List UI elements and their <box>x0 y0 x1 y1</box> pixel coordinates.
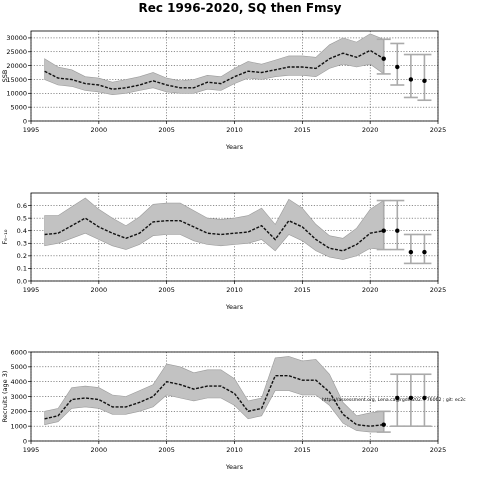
x-tick-label: 2025 <box>430 126 447 134</box>
x-tick-label: 2000 <box>91 126 108 134</box>
forecast-point <box>395 228 400 233</box>
x-tick-label: 1995 <box>23 446 40 454</box>
x-tick-label: 2010 <box>226 446 243 454</box>
y-axis-label: Recruits (age 3) <box>1 371 9 423</box>
confidence-band <box>44 197 384 260</box>
y-tick-label: 15000 <box>6 76 27 84</box>
x-tick-label: 2000 <box>91 446 108 454</box>
y-tick-label: 4000 <box>10 378 27 386</box>
forecast-point <box>395 395 400 401</box>
y-axis-label: SSB <box>1 70 9 83</box>
panel-ssb: 1995 2000 2005 2010 2015 2020 2025 0 5000 10000 15… <box>1 30 447 151</box>
chart-title: Rec 1996-2020, SQ then Fmsy <box>138 1 342 15</box>
y-tick-label: 0.0 <box>17 277 27 285</box>
y-tick-label: 5000 <box>10 363 27 371</box>
y-tick-label: 0.2 <box>17 252 27 260</box>
x-tick-label: 2015 <box>294 446 311 454</box>
median-line <box>44 49 385 90</box>
y-tick-label: 20000 <box>6 62 27 70</box>
x-tick-label: 1995 <box>23 286 40 294</box>
y-tick-label: 0.1 <box>17 265 27 273</box>
last-year-point <box>381 422 386 427</box>
x-tick-label: 2015 <box>294 286 311 294</box>
y-tick-label: 5000 <box>10 103 27 111</box>
last-year-point <box>381 228 386 233</box>
y-tick-label: 25000 <box>6 48 27 56</box>
x-axis-label: Years <box>225 143 244 151</box>
y-tick-label: 0 <box>23 437 27 445</box>
y-tick-label: 30000 <box>6 34 27 42</box>
forecast-point <box>422 395 427 401</box>
forecast-point <box>408 249 414 255</box>
x-tick-label: 2020 <box>362 286 379 294</box>
y-axis-label: F₆₋₁₀ <box>1 229 9 244</box>
x-tick-label: 2010 <box>226 286 243 294</box>
y-tick-label: 0.3 <box>17 240 27 248</box>
x-tick-label: 2015 <box>294 126 311 134</box>
forecast-point <box>422 78 427 84</box>
x-tick-label: 1995 <box>23 126 40 134</box>
x-tick-label: 2025 <box>430 286 447 294</box>
x-axis-label: Years <box>225 303 244 311</box>
y-tick-label: 6000 <box>10 348 27 356</box>
median-line <box>44 375 384 427</box>
x-axis-label: Years <box>225 463 244 471</box>
confidence-band <box>44 33 384 96</box>
forecast-point <box>408 395 414 401</box>
forecast-point <box>422 249 427 255</box>
x-tick-label: 2005 <box>158 286 175 294</box>
y-tick-label: 2000 <box>10 408 27 416</box>
y-tick-label: 0 <box>23 117 27 125</box>
last-year-point <box>381 56 386 61</box>
x-tick-label: 2005 <box>158 126 175 134</box>
source-annotation: https://assessment.org, Lena.ca@rgdm202.… <box>322 397 466 403</box>
x-tick-label: 2020 <box>362 446 379 454</box>
x-tick-label: 2000 <box>91 286 108 294</box>
y-tick-label: 1000 <box>10 422 27 430</box>
x-tick-label: 2010 <box>226 126 243 134</box>
median-line <box>44 217 384 252</box>
x-tick-label: 2005 <box>158 446 175 454</box>
x-tick-label: 2020 <box>362 126 379 134</box>
y-tick-label: 0.5 <box>17 214 27 222</box>
panel-fishing-mortality: 1995 2000 2005 2010 2015 2020 2025 0.0 0.1 0.2 0.3… <box>1 192 447 311</box>
forecast-point <box>408 77 414 82</box>
y-tick-label: 0.6 <box>17 202 27 210</box>
y-tick-label: 3000 <box>10 393 27 401</box>
confidence-band <box>44 356 384 433</box>
y-tick-label: 0.4 <box>17 227 27 235</box>
panel-recruits: 1995 2000 2005 2010 2015 2020 2025 0 1000 2000 300… <box>1 348 466 471</box>
forecast-point <box>395 64 400 70</box>
x-tick-label: 2025 <box>430 446 447 454</box>
y-tick-label: 10000 <box>6 90 27 98</box>
